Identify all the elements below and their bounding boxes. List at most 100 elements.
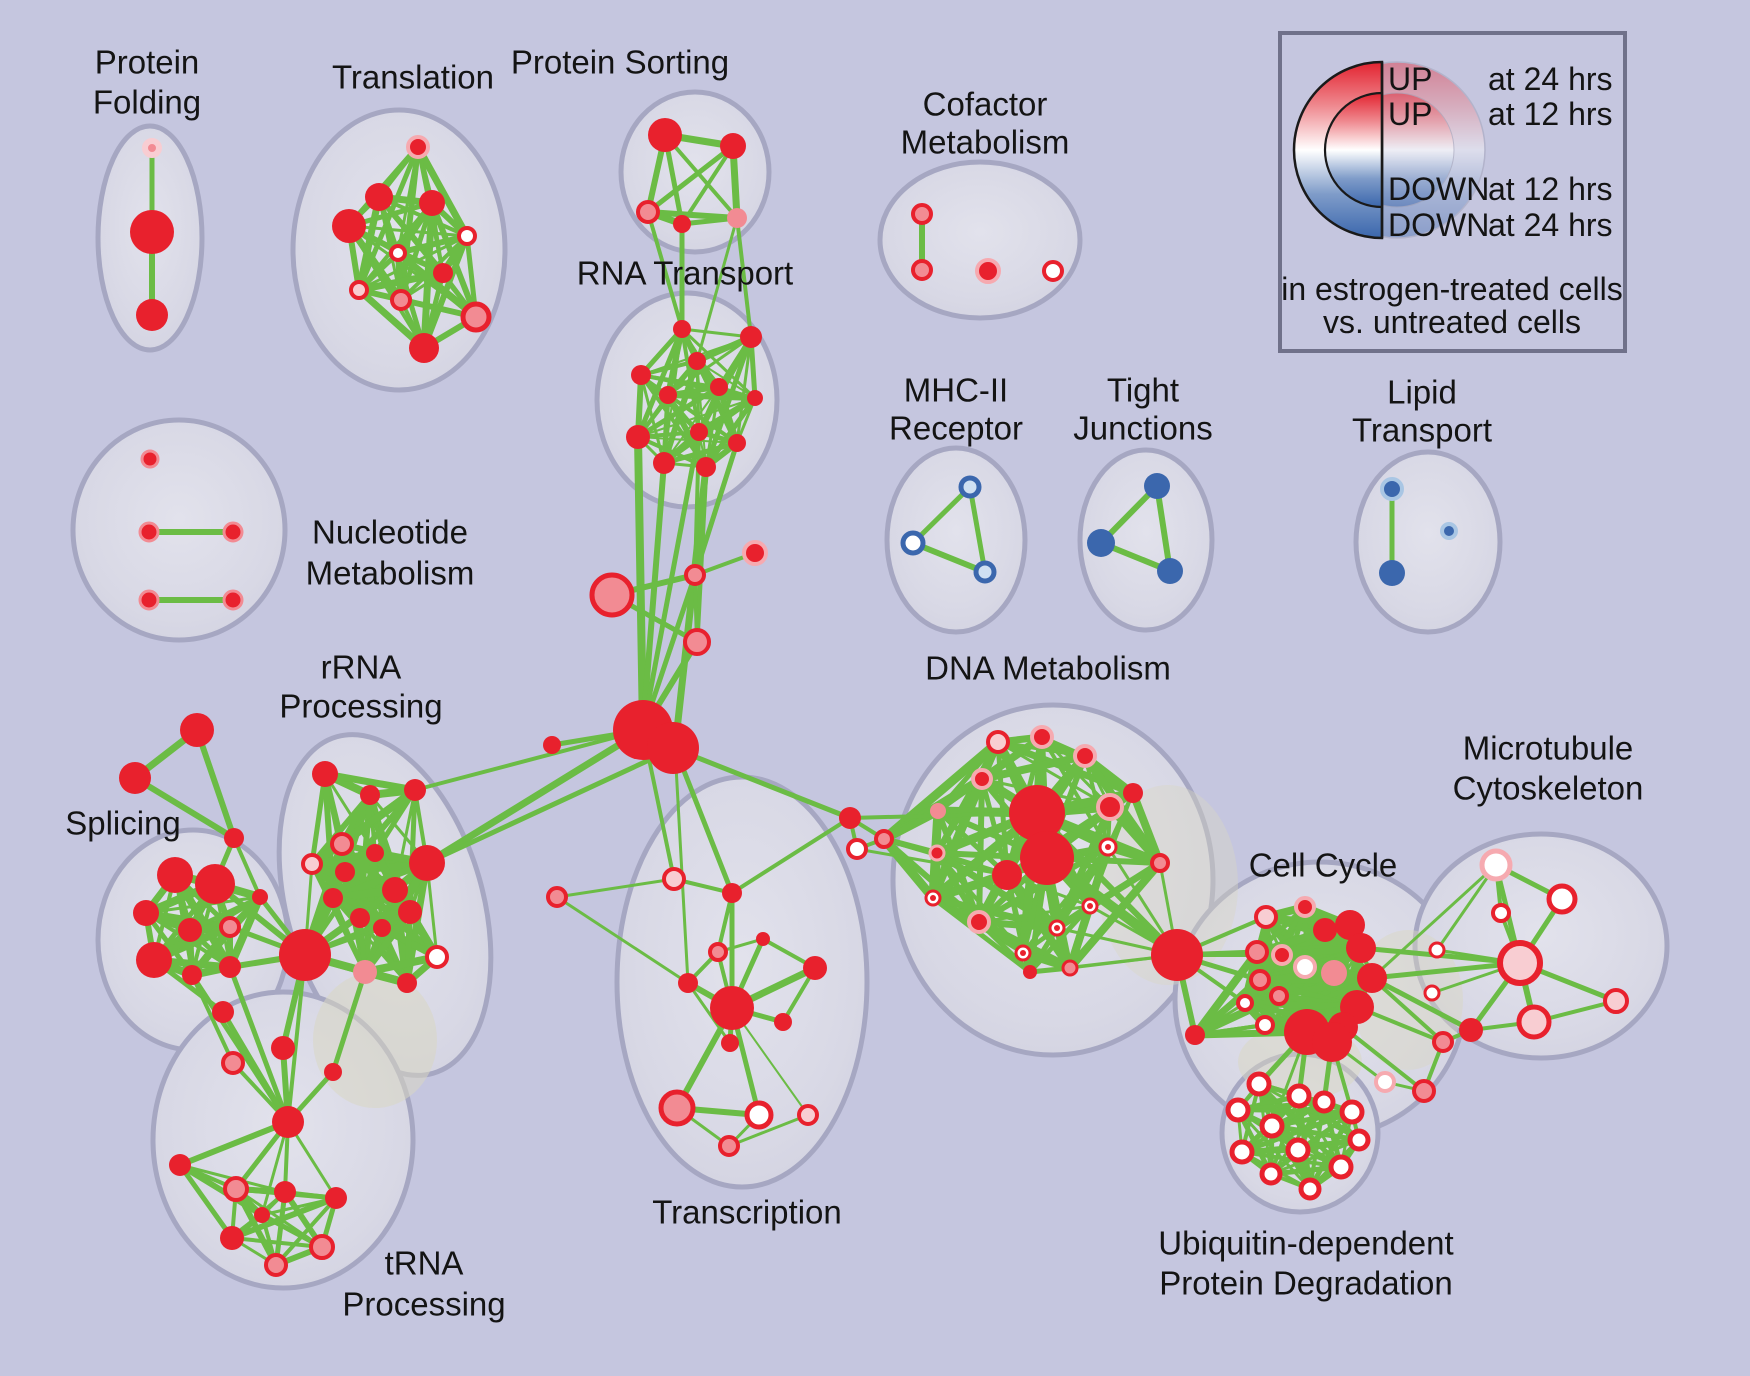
network-node [1151, 929, 1203, 981]
network-edge [1369, 975, 1474, 1033]
network-node [1249, 969, 1271, 991]
network-edge [1193, 1023, 1267, 1037]
network-node [252, 889, 268, 905]
cluster-label-mhc-ii-receptor: MHC-II [904, 372, 1008, 409]
network-edge [637, 397, 756, 438]
network-node [406, 135, 430, 159]
network-node [1428, 941, 1446, 959]
legend-row-time: at 24 hrs [1488, 61, 1613, 97]
network-node [662, 867, 686, 891]
network-node [1030, 725, 1054, 749]
cluster-label-rrna-processing: Processing [279, 688, 442, 725]
network-node [1491, 903, 1511, 923]
network-edge [190, 973, 235, 1065]
network-node [224, 828, 244, 848]
network-node [397, 973, 417, 993]
cluster-label-cell-cycle: Cell Cycle [1249, 847, 1398, 884]
network-node [1185, 1025, 1205, 1045]
network-edge [978, 752, 1089, 783]
network-edge [1129, 789, 1164, 867]
cluster-label-ubiquitin-degradation: Protein Degradation [1159, 1265, 1453, 1302]
network-node [971, 768, 993, 790]
network-edge [177, 1119, 291, 1168]
network-edge [330, 895, 413, 915]
network-edge [555, 877, 676, 899]
network-node [409, 845, 445, 881]
nodes-layer [119, 118, 1629, 1277]
network-node [900, 530, 926, 556]
legend-box [1278, 31, 1627, 353]
network-edge [661, 392, 671, 466]
network-node [457, 226, 477, 246]
network-edge [735, 216, 753, 339]
network-node [178, 918, 202, 942]
network-edge [670, 745, 853, 821]
network-node [330, 832, 354, 856]
network-node [1459, 1018, 1483, 1042]
network-edge [309, 792, 373, 867]
network-edge [1191, 948, 1261, 1039]
network-edge [144, 895, 262, 915]
network-node [722, 883, 742, 903]
network-edge [693, 430, 701, 577]
cluster-label-nucleotide-metabolism: Metabolism [306, 555, 475, 592]
network-edge [635, 326, 685, 440]
network-node [138, 521, 160, 543]
network-node [1293, 955, 1317, 979]
network-node [1294, 896, 1316, 918]
network-edge [696, 360, 756, 399]
network-node [220, 1226, 244, 1250]
network-edge [645, 143, 736, 215]
network-node [1150, 853, 1170, 873]
cluster-label-translation: Translation [332, 59, 494, 96]
network-node [1321, 960, 1347, 986]
network-node [1516, 1004, 1552, 1040]
network-edge [1027, 925, 1060, 975]
network-node [647, 722, 699, 774]
cluster-label-dna-metabolism: DNA Metabolism [925, 650, 1171, 687]
network-edge [1066, 859, 1164, 972]
network-edge [321, 770, 419, 794]
network-node [264, 1253, 288, 1277]
network-node [1335, 910, 1365, 940]
network-node [1023, 965, 1037, 979]
network-node [708, 942, 728, 962]
network-node [718, 1135, 740, 1157]
network-node [1423, 984, 1441, 1002]
network-node [1286, 1083, 1312, 1109]
network-node [349, 280, 369, 300]
network-node [1269, 986, 1289, 1006]
network-node [1087, 529, 1115, 557]
network-node [744, 1100, 774, 1130]
network-node [1357, 963, 1387, 993]
network-node [222, 521, 244, 543]
network-node [1246, 1071, 1272, 1097]
network-node [409, 333, 439, 363]
network-node [1042, 260, 1064, 282]
network-edge [686, 981, 732, 1045]
cluster-label-rrna-processing: rRNA [321, 649, 402, 686]
network-edge [132, 775, 237, 841]
network-edge [229, 1195, 339, 1241]
network-edge [1269, 1123, 1362, 1143]
network-node [312, 761, 338, 787]
network-edge [227, 964, 291, 1125]
network-node [1229, 1139, 1255, 1165]
network-node [1254, 905, 1278, 929]
network-edge [855, 847, 1009, 877]
network-edge [680, 144, 735, 226]
cluster-label-protein-sorting: Protein Sorting [511, 44, 729, 81]
network-node [373, 919, 391, 937]
network-node [323, 888, 343, 908]
network-node-core [1020, 950, 1026, 956]
network-node [648, 118, 682, 152]
network-node [301, 853, 323, 875]
network-node [382, 877, 408, 903]
network-edge [928, 774, 987, 903]
cluster-ellipse-tight-junctions [1077, 447, 1215, 633]
legend: UP at 24 hrs UP at 12 hrs DOWN at 12 hrs… [1278, 31, 1627, 353]
network-edge [177, 1162, 235, 1241]
network-node [1346, 933, 1376, 963]
network-node [975, 258, 1001, 284]
